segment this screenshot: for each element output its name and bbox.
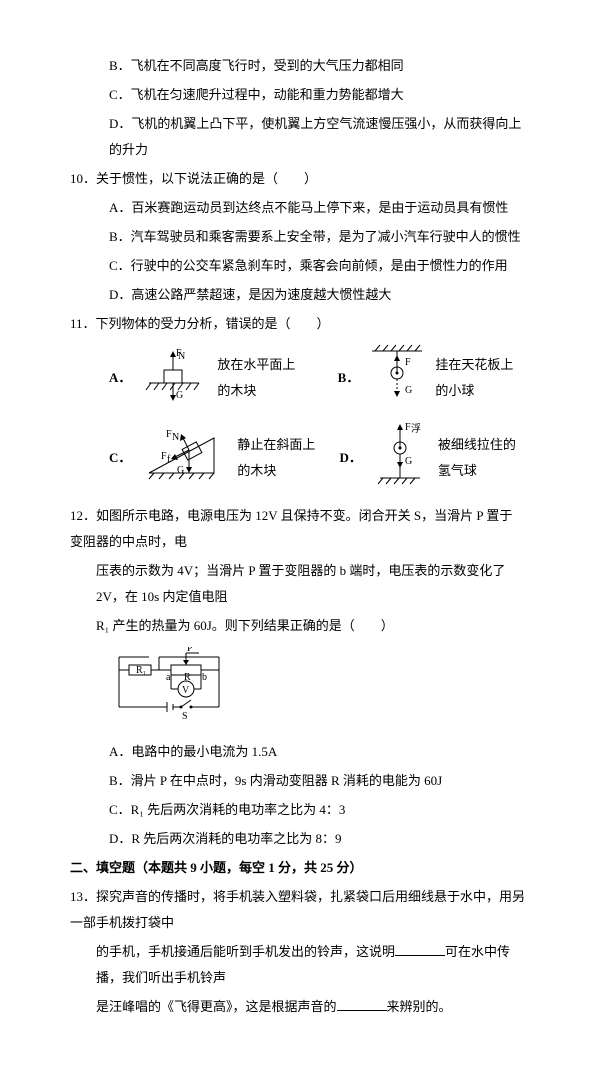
q12-line1: 12．如图所示电路，电源电压为 12V 且保持不变。闭合开关 S，当滑片 P 置… [70, 503, 525, 555]
q11-a-desc: 放在水平面上的木块 [217, 352, 307, 404]
q11-c-label: C． [70, 445, 131, 471]
q13-blank1 [395, 942, 445, 956]
svg-text:f: f [167, 454, 171, 465]
q11-d-desc: 被细线拉住的氢气球 [438, 432, 525, 484]
section2-heading: 二、填空题（本题共 9 小题，每空 1 分，共 25 分） [70, 855, 525, 881]
svg-text:浮: 浮 [411, 423, 421, 435]
q10-stem: 10．关于惯性，以下说法正确的是（ ） [70, 166, 525, 192]
q11-b-diagram: FG [367, 343, 427, 412]
q11-b-desc: 挂在天花板上的小球 [435, 352, 525, 404]
svg-text:N: N [172, 432, 179, 443]
q9-opt-d: D．飞机的机翼上凸下平，使机翼上方空气流速慢压强小，从而获得向上的升力 [70, 111, 525, 163]
q12-line3: R₁ 产生的热量为 60J。则下列结果正确的是（ ） [70, 613, 525, 639]
q11-stem: 11．下列物体的受力分析，错误的是（ ） [70, 311, 525, 337]
svg-text:G: G [405, 456, 412, 467]
q9-opt-c: C．飞机在匀速爬升过程中，动能和重力势能都增大 [70, 82, 525, 108]
svg-text:G: G [177, 465, 184, 476]
q11-row-cd: C． FN Ff G 静止在斜面上的木块 D． F浮 G 被细线拉住的氢气球 [70, 418, 525, 497]
q10-opt-b: B．汽车驾驶员和乘客需要系上安全带，是为了减小汽车行驶中人的惯性 [70, 224, 525, 250]
q11-c-desc: 静止在斜面上的木块 [237, 432, 324, 484]
q11-d-diagram: F浮 G [370, 418, 430, 497]
q13-line3: 是汪峰唱的《飞得更高》，这是根据声音的 来辨别的。 [70, 994, 525, 1020]
q10-opt-c: C．行驶中的公交车紧急刹车时，乘客会向前倾，是由于惯性力的作用 [70, 253, 525, 279]
q12-line2: 压表的示数为 4V；当滑片 P 置于变阻器的 b 端时，电压表的示数变化了 2V… [70, 558, 525, 610]
q11-d-label: D． [339, 445, 361, 471]
q11-a-diagram: FN G [139, 343, 209, 412]
svg-text:P: P [187, 647, 193, 654]
q11-c-diagram: FN Ff G [139, 423, 229, 492]
q11-a-label: A． [70, 365, 131, 391]
q10-opt-d: D．高速公路严禁超速，是因为速度越大惯性越大 [70, 282, 525, 308]
svg-text:F: F [405, 357, 411, 368]
svg-text:R₁: R₁ [136, 665, 146, 676]
svg-text:G: G [405, 385, 412, 396]
q9-opt-b: B．飞机在不同高度飞行时，受到的大气压力都相同 [70, 53, 525, 79]
q13-line2: 的手机，手机接通后能听到手机发出的铃声，这说明可在水中传播，我们听出手机铃声 [70, 939, 525, 991]
svg-text:S: S [182, 711, 188, 722]
svg-text:N: N [178, 351, 185, 362]
q12-opt-b: B．滑片 P 在中点时，9s 内滑动变阻器 R 消耗的电能为 60J [70, 768, 525, 794]
q13-line1: 13．探究声音的传播时，将手机装入塑料袋，扎紧袋口后用细线悬于水中，用另一部手机… [70, 884, 525, 936]
q13-l2a: 的手机，手机接通后能听到手机发出的铃声，这说明 [96, 944, 395, 959]
q13-l3a: 是汪峰唱的《飞得更高》，这是根据声音的 [96, 999, 337, 1014]
q12-opt-a: A．电路中的最小电流为 1.5A [70, 739, 525, 765]
q12-circuit-diagram: R₁ P aRb V S [109, 647, 525, 731]
q11-b-label: B． [338, 365, 360, 391]
q11-row-ab: A． FN G 放在水平面上的木块 B． FG 挂在天花板上的小球 [70, 343, 525, 412]
q12-opt-c: C．R₁ 先后两次消耗的电功率之比为 4：3 [70, 797, 525, 823]
svg-text:V: V [182, 685, 190, 696]
svg-text:b: b [202, 672, 207, 683]
q10-opt-a: A．百米赛跑运动员到达终点不能马上停下来，是由于运动员具有惯性 [70, 195, 525, 221]
svg-text:G: G [176, 390, 183, 401]
q13-l3b: 来辨别的。 [387, 999, 452, 1014]
q13-blank2 [337, 997, 387, 1011]
q12-opt-d: D．R 先后两次消耗的电功率之比为 8：9 [70, 826, 525, 852]
svg-text:a: a [166, 672, 171, 683]
